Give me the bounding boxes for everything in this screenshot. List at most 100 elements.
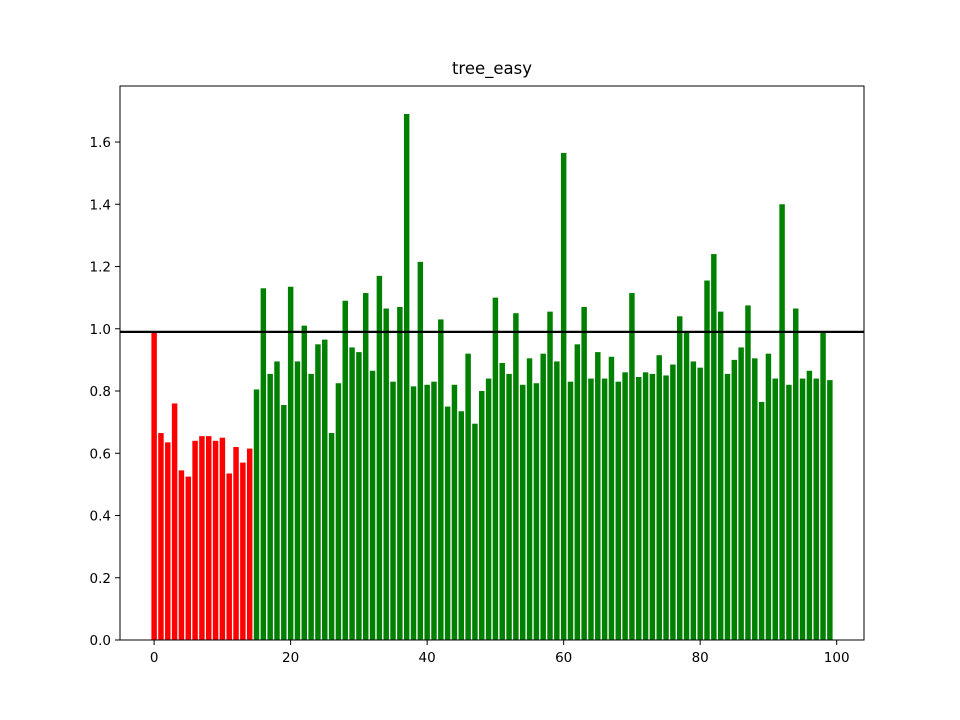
bar — [806, 370, 813, 640]
x-tick-label: 60 — [555, 650, 572, 666]
bar — [813, 378, 819, 640]
bar — [226, 473, 232, 640]
bar — [192, 440, 198, 640]
bar — [431, 381, 437, 640]
bar — [676, 316, 683, 640]
bar — [397, 306, 403, 640]
bar — [636, 377, 642, 640]
bar — [185, 476, 191, 640]
bar — [281, 405, 287, 640]
bar — [328, 433, 335, 640]
bar — [308, 373, 314, 640]
bar — [362, 292, 369, 640]
bar — [287, 286, 294, 640]
bar — [151, 331, 157, 640]
bar — [369, 370, 376, 640]
bar — [335, 383, 342, 640]
y-tick-label: 1.0 — [90, 322, 111, 338]
bar — [165, 442, 171, 640]
y-tick-label: 0.4 — [90, 509, 111, 525]
bar — [424, 384, 430, 640]
bar — [526, 358, 533, 640]
bar — [560, 152, 567, 641]
bar — [704, 280, 710, 640]
bar — [479, 391, 485, 640]
x-tick-label: 100 — [824, 650, 850, 666]
bar — [656, 355, 662, 640]
bar — [772, 378, 778, 640]
y-axis-ticks: 0.0 0.2 0.4 0.6 0.8 1.0 1.2 1.4 1.6 — [90, 135, 120, 649]
bar — [601, 378, 608, 640]
bar — [233, 447, 239, 640]
bar — [752, 358, 758, 640]
bar — [615, 381, 622, 640]
bar — [717, 311, 724, 640]
bars-group — [151, 114, 833, 641]
bar — [765, 353, 772, 640]
bar — [253, 389, 260, 640]
bar — [444, 406, 451, 640]
bar — [383, 308, 389, 640]
bar — [219, 437, 226, 640]
bar — [588, 378, 594, 640]
bar — [738, 347, 744, 640]
bar — [206, 436, 212, 640]
bar — [506, 373, 512, 640]
x-tick-label: 20 — [282, 650, 299, 666]
bar — [171, 403, 178, 640]
bar — [356, 352, 362, 640]
bar — [472, 423, 478, 640]
bar — [315, 344, 321, 640]
bar — [519, 384, 526, 640]
y-tick-label: 0.6 — [90, 446, 111, 462]
bar — [274, 361, 280, 640]
bar — [349, 347, 355, 640]
bar — [458, 411, 465, 640]
bar — [240, 462, 246, 640]
bar — [574, 344, 581, 640]
bar — [745, 305, 751, 640]
bar — [499, 363, 505, 640]
bar — [690, 361, 697, 640]
bar — [342, 300, 348, 640]
bar — [663, 375, 669, 640]
bar — [260, 288, 267, 640]
bar — [465, 353, 471, 640]
bar — [554, 361, 560, 640]
bar — [410, 386, 417, 640]
y-tick-label: 1.4 — [90, 197, 111, 213]
bar — [376, 275, 383, 640]
bar — [827, 380, 833, 640]
bar — [731, 359, 738, 640]
bar — [267, 373, 273, 640]
bar — [649, 373, 656, 640]
y-tick-label: 1.6 — [90, 135, 111, 151]
bar — [786, 384, 792, 640]
x-axis-ticks: 0 20 40 60 80 100 — [150, 640, 850, 666]
bar — [246, 448, 253, 640]
bar — [683, 331, 690, 640]
x-tick-label: 80 — [692, 650, 709, 666]
bar — [820, 331, 826, 640]
y-tick-label: 1.2 — [90, 260, 111, 276]
chart-title: tree_easy — [452, 59, 532, 79]
bar — [199, 436, 205, 640]
bar — [417, 261, 424, 640]
bar — [485, 378, 492, 640]
plot-frame — [119, 85, 865, 641]
bar — [567, 381, 574, 640]
bar — [622, 372, 628, 640]
bar — [212, 440, 219, 640]
y-tick-label: 0.2 — [90, 571, 111, 587]
bar — [608, 356, 615, 640]
bar — [390, 381, 396, 640]
bar — [301, 325, 308, 640]
x-tick-label: 40 — [419, 650, 436, 666]
y-tick-label: 0.8 — [90, 384, 111, 400]
bar — [438, 319, 444, 640]
bar — [533, 383, 540, 640]
bar — [403, 114, 410, 641]
bar — [178, 470, 185, 640]
x-tick-label: 0 — [150, 650, 159, 666]
